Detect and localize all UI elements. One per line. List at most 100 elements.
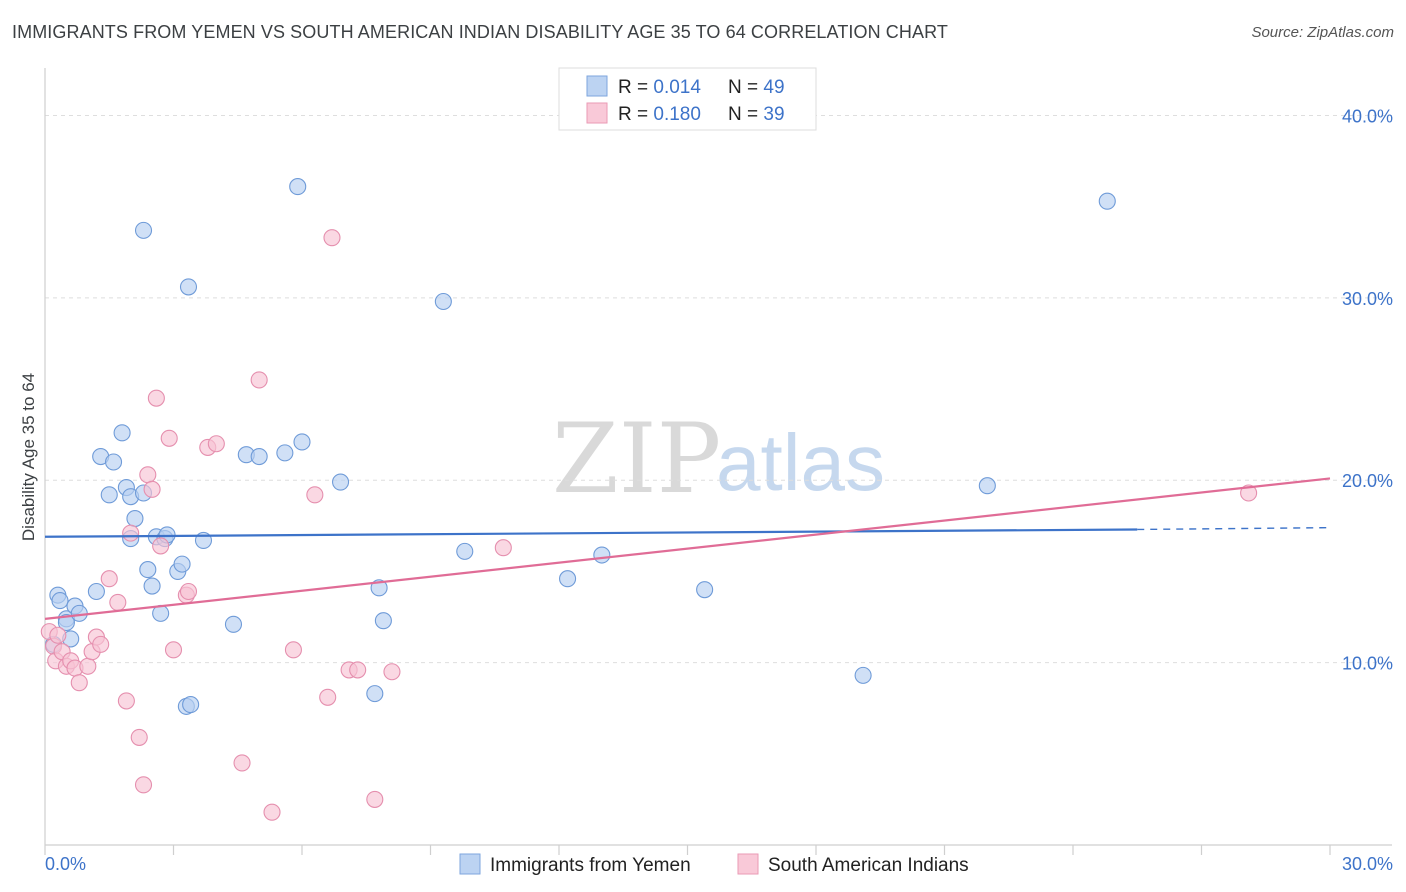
legend-swatch-sai — [586, 102, 608, 124]
trend-line-yemen-extension — [1137, 526, 1331, 531]
point-yemen — [70, 604, 88, 622]
watermark: ZIP atlas — [552, 403, 885, 515]
point-sai — [179, 582, 198, 601]
bottom-legend-label-sai: South American Indians — [768, 855, 969, 876]
gridlines — [45, 114, 1392, 664]
point-yemen — [696, 581, 714, 599]
x-tick-max: 30.0% — [1342, 854, 1393, 874]
point-yemen — [57, 613, 75, 632]
legend-n-label-2: N = — [728, 104, 763, 125]
point-yemen — [293, 433, 311, 451]
point-yemen — [250, 447, 268, 466]
trend-line-sai — [44, 477, 1331, 620]
point-sai — [79, 657, 97, 675]
legend-r-label-1: R = — [618, 77, 653, 98]
point-sai — [70, 674, 88, 692]
point-sai — [100, 570, 118, 588]
point-yemen — [559, 570, 577, 588]
point-sai — [130, 728, 148, 746]
chart-title: IMMIGRANTS FROM YEMEN VS SOUTH AMERICAN … — [12, 22, 948, 42]
point-yemen — [289, 178, 307, 196]
point-yemen — [139, 561, 157, 579]
point-sai — [147, 389, 165, 407]
point-sai — [349, 661, 367, 679]
point-yemen — [276, 444, 294, 462]
legend-r-value-2: 0.180 — [653, 104, 701, 125]
y-tick-label-20: 20.0% — [1342, 471, 1393, 491]
point-yemen — [456, 542, 474, 560]
bottom-legend-label-yemen: Immigrants from Yemen — [490, 855, 691, 876]
y-tick-label-10: 10.0% — [1342, 654, 1393, 674]
y-tick-label-40: 40.0% — [1342, 106, 1393, 126]
point-yemen — [978, 477, 996, 495]
point-yemen — [179, 278, 198, 296]
point-yemen — [100, 486, 118, 504]
point-sai — [323, 229, 341, 247]
point-sai — [233, 754, 251, 772]
point-sai — [143, 480, 161, 498]
point-sai — [160, 429, 178, 447]
y-tick-labels: 10.0% 20.0% 30.0% 40.0% — [1342, 106, 1393, 673]
point-sai — [49, 626, 67, 644]
point-yemen — [134, 221, 153, 239]
source-label: Source: ZipAtlas.com — [1251, 24, 1394, 41]
y-tick-label-30: 30.0% — [1342, 289, 1393, 309]
svg-text:R = 0.180: R = 0.180 — [618, 104, 701, 125]
point-yemen — [173, 555, 191, 573]
point-sai — [366, 790, 384, 808]
point-sai — [109, 593, 127, 611]
point-sai — [284, 641, 302, 659]
point-sai — [319, 688, 337, 706]
point-yemen — [366, 685, 384, 703]
point-yemen — [113, 424, 131, 442]
point-sai — [306, 486, 324, 504]
point-yemen — [143, 577, 161, 595]
point-sai — [152, 537, 170, 555]
point-yemen — [224, 615, 243, 633]
bottom-legend-swatch-yemen — [459, 853, 481, 875]
svg-text:N = 49: N = 49 — [728, 77, 785, 98]
point-yemen — [374, 612, 392, 630]
point-sai — [164, 641, 183, 659]
point-yemen — [87, 582, 105, 601]
series-south-american-indians — [40, 229, 1258, 821]
point-sai — [263, 803, 281, 821]
point-yemen — [1098, 192, 1116, 210]
point-sai — [139, 466, 157, 484]
legend-n-value-2: 39 — [763, 104, 784, 125]
trend-lines — [44, 477, 1331, 620]
svg-text:N = 39: N = 39 — [728, 104, 785, 125]
point-yemen — [854, 666, 872, 684]
point-yemen — [331, 473, 350, 491]
watermark-atlas: atlas — [716, 418, 885, 507]
correlation-legend: R = 0.014 N = 49 R = 0.180 N = 39 — [558, 67, 817, 131]
point-yemen — [104, 453, 123, 471]
legend-r-label-2: R = — [618, 104, 653, 125]
point-sai — [207, 435, 225, 453]
point-sai — [383, 663, 401, 681]
series-legend: Immigrants from Yemen South American Ind… — [459, 853, 969, 876]
x-ticks — [44, 845, 1331, 855]
point-yemen — [182, 696, 200, 714]
point-yemen — [51, 592, 69, 610]
point-sai — [122, 524, 140, 542]
legend-swatch-yemen — [586, 75, 608, 97]
point-yemen — [593, 546, 611, 564]
watermark-zip: ZIP — [552, 403, 721, 515]
bottom-legend-swatch-sai — [737, 853, 759, 875]
x-tick-min: 0.0% — [45, 854, 86, 874]
point-yemen — [434, 292, 452, 311]
legend-n-label-1: N = — [728, 77, 763, 98]
point-sai — [250, 371, 268, 389]
point-sai — [92, 635, 110, 653]
legend-n-value-1: 49 — [763, 77, 784, 98]
point-sai — [1240, 484, 1258, 502]
point-sai — [494, 539, 512, 557]
trend-line-yemen — [44, 528, 1138, 538]
y-axis-label: Disability Age 35 to 64 — [19, 373, 38, 541]
point-yemen — [126, 509, 144, 528]
svg-text:R = 0.014: R = 0.014 — [618, 77, 701, 98]
point-sai — [117, 692, 135, 710]
legend-r-value-1: 0.014 — [653, 77, 701, 98]
